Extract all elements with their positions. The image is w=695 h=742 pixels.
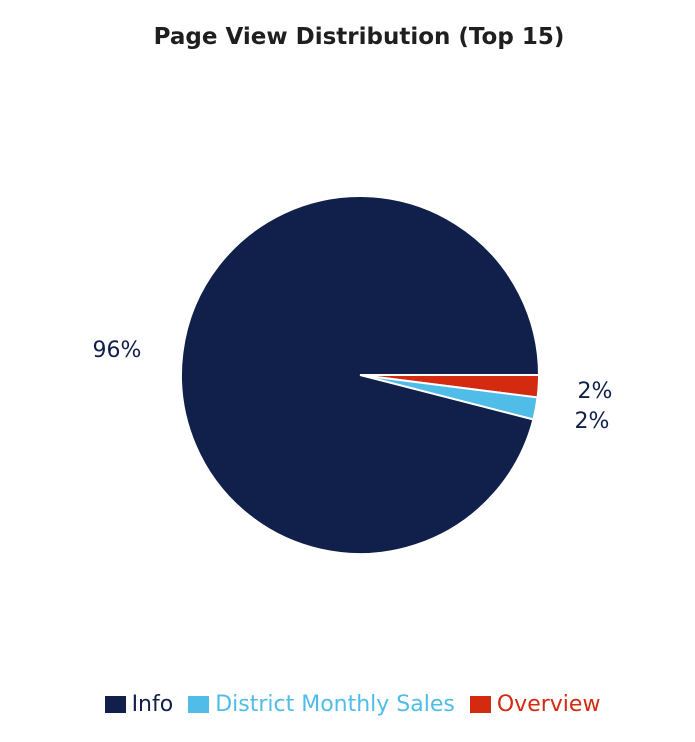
pie-slice-info[interactable]: [180, 195, 541, 555]
legend-swatch-overview: [469, 696, 491, 713]
legend-item-info[interactable]: Info: [104, 692, 174, 717]
legend-swatch-district-monthly-sales: [188, 696, 210, 713]
legend-label-overview: Overview: [496, 692, 601, 717]
chart-title: Page View Distribution (Top 15): [153, 24, 565, 50]
pie-chart: 96% 2% 2%: [93, 195, 613, 555]
legend-item-overview[interactable]: Overview: [469, 692, 601, 717]
slice-label-district-monthly-sales: 2%: [575, 409, 610, 434]
legend-label-district-monthly-sales: District Monthly Sales: [215, 692, 455, 717]
legend-item-district-monthly-sales[interactable]: District Monthly Sales: [188, 692, 455, 717]
legend-label-info: Info: [131, 692, 174, 717]
slice-label-overview: 2%: [578, 379, 613, 404]
legend: Info District Monthly Sales Overview: [0, 692, 695, 719]
legend-swatch-info: [104, 696, 126, 713]
slice-label-info: 96%: [93, 338, 142, 363]
